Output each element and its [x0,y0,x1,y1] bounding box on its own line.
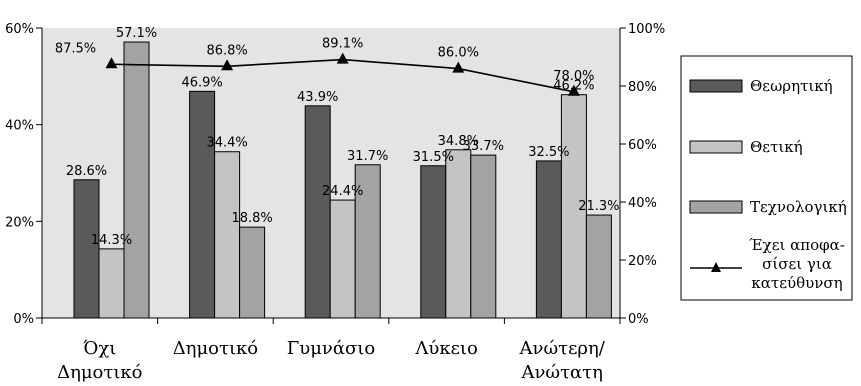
line-point-3 [452,61,465,73]
y-tick-label: 40% [5,119,34,134]
bars-layer [73,41,612,319]
x-tick-label: Όχι Δημοτικό [57,338,142,383]
line-label: 78.0% [553,69,594,84]
y2-tick-label: 20% [628,254,657,269]
legend-label-line: σίσει για [762,255,832,273]
bar-label: 32.5% [528,145,569,160]
legend-swatch-1 [689,140,743,154]
line-label: 89.1% [322,37,363,52]
line-layer [105,52,580,96]
y-tick-label: 0% [13,312,34,327]
bar-1-3 [445,149,472,319]
line-point-1 [221,59,234,71]
legend-swatch-0 [689,79,743,93]
y2-tick-label: 60% [628,138,657,153]
bar-0-4 [535,160,562,319]
legend-label: Θεωρητική [750,77,833,95]
bar-label: 14.3% [91,233,132,248]
x-tick-label-line: Λύκειο [414,338,477,359]
axes-layer: 0% 20% 40% 60% 0% 20% 40% 60% 80% 100% Όχι Δημοτικό… [5,22,665,383]
bar-0-3 [420,165,447,319]
y2-tick-label: 100% [628,22,665,37]
bar-label: 34.8% [438,134,479,149]
legend-label: Έχει αποφα-σίσει για κατεύθυνση [749,236,845,292]
bar-label: 34.4% [206,136,247,151]
bar-label: 24.4% [322,184,363,199]
bar-2-0 [123,41,150,319]
line-label: 86.8% [206,43,247,58]
y-tick-label: 20% [5,215,34,230]
bar-label: 31.7% [347,149,388,164]
bar-1-0 [98,248,125,319]
bar-1-1 [214,151,241,319]
bar-label: 18.8% [231,211,272,226]
data-labels-layer: 28.6% 46.9% 43.9% 31.5% 32.5% 14.3% 34.4% 24.4%… [55,26,620,248]
bar-2-1 [239,226,266,319]
bar-2-2 [354,164,381,319]
bar-label: 28.6% [66,164,107,179]
bar-label: 57.1% [116,26,157,41]
bar-0-1 [189,90,216,319]
bar-2-4 [585,214,612,319]
y2-tick-label: 80% [628,80,657,95]
legend-label: Τεχνολογική [750,198,847,216]
legend: Θεωρητική Θετική Τεχνολογική Έχει αποφα-σίσ… [680,55,853,301]
y2-tick-label: 40% [628,196,657,211]
x-tick-label-line: Όχι [83,338,116,359]
line-point-2 [336,52,349,64]
legend-swatch-2 [689,200,743,214]
bar-label: 46.9% [181,75,222,90]
line-label: 86.0% [438,46,479,61]
x-tick-label-line: Γυμνάσιο [287,338,375,359]
bar-0-0 [73,179,100,319]
x-tick-label: Ανώτερη/Ανώτατη [519,338,606,383]
x-tick-label: Λύκειο [414,338,477,359]
x-tick-label-line: Δημοτικό [173,338,258,359]
legend-label-line: Έχει αποφα- [749,236,845,254]
legend-box [680,55,853,301]
y2-tick-label: 0% [628,312,649,327]
x-tick-label-line: Δημοτικό [57,362,142,383]
bar-label: 46.2% [553,79,594,94]
bar-label: 33.7% [463,139,504,154]
bar-2-3 [470,154,497,319]
x-tick-label-line: Ανώτερη/ [519,338,606,359]
x-tick-label: Γυμνάσιο [287,338,375,359]
bar-label: 21.3% [578,199,619,214]
bar-label: 31.5% [413,150,454,165]
bar-1-2 [329,199,356,319]
legend-line-marker [711,262,721,272]
legend-label-line: κατεύθυνση [751,274,842,292]
x-tick-label-line: Ανώτατη [520,362,602,383]
bar-0-2 [304,105,331,319]
x-tick-label: Δημοτικό [173,338,258,359]
legend-label: Θετική [750,138,803,156]
line-point-0 [105,57,118,69]
line-point-4 [567,84,580,96]
bar-label: 43.9% [297,90,338,105]
y-tick-label: 60% [5,22,34,37]
line-label: 87.5% [55,41,96,56]
